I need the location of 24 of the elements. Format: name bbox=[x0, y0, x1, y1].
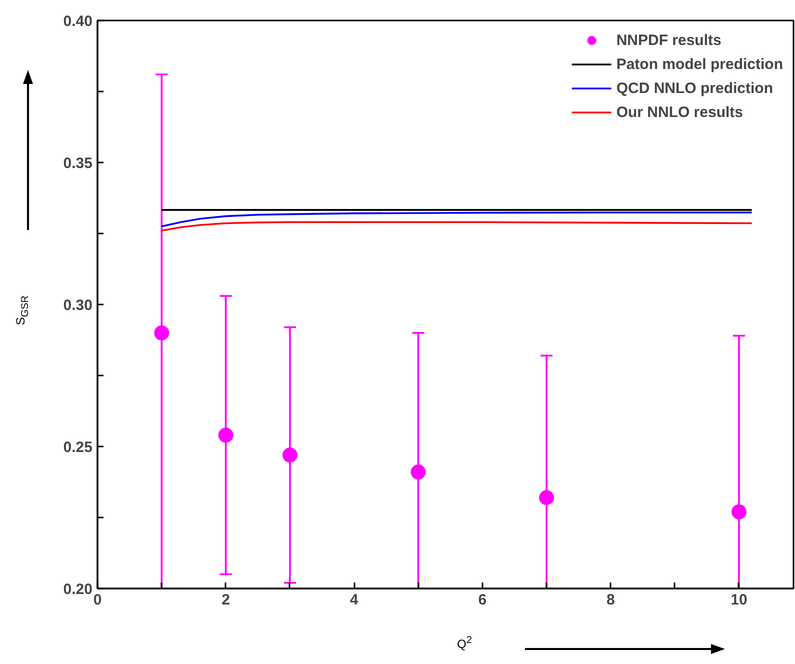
line-series bbox=[160, 212, 753, 228]
x-tick-label: 2 bbox=[222, 592, 230, 608]
point bbox=[539, 490, 554, 506]
x-tick-label: 10 bbox=[730, 592, 748, 608]
y-tick-label: 0.20 bbox=[63, 581, 93, 598]
y-tick-label: 0.35 bbox=[63, 155, 93, 172]
x-tick-label: 6 bbox=[478, 592, 487, 608]
y-tick-label: 0.30 bbox=[63, 297, 93, 314]
x-tick-label: 4 bbox=[350, 592, 359, 608]
y-tick-label: 0.25 bbox=[63, 439, 93, 456]
point bbox=[410, 464, 426, 480]
legend-label: QCD NNLO prediction bbox=[616, 80, 773, 96]
x-tick-label: 8 bbox=[606, 592, 615, 608]
line-series bbox=[160, 221, 753, 232]
point bbox=[218, 428, 234, 443]
point bbox=[731, 504, 746, 520]
point bbox=[154, 325, 170, 340]
legend-label: NNPDF results bbox=[616, 32, 722, 48]
legend-label: Paton model prediction bbox=[616, 56, 783, 72]
legend-label: Our NNLO results bbox=[616, 104, 743, 120]
x-tick-label: 0 bbox=[93, 592, 102, 608]
x-axis-title: Q$^{2}$ bbox=[457, 634, 472, 653]
point bbox=[282, 448, 298, 463]
y-tick-label: 0.40 bbox=[63, 13, 93, 30]
